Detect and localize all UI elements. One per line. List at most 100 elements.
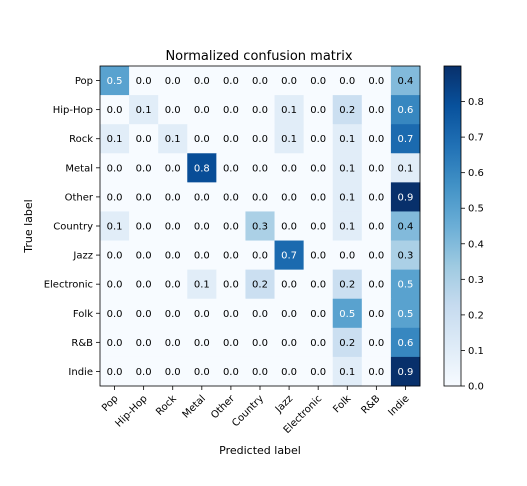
matrix-cell bbox=[390, 356, 421, 387]
cell-value-label: 0.0 bbox=[194, 221, 210, 232]
matrix-cell bbox=[274, 240, 305, 271]
cell-value-label: 0.0 bbox=[310, 251, 326, 262]
matrix-cell bbox=[332, 298, 363, 329]
matrix-cell bbox=[361, 124, 392, 154]
matrix-cell bbox=[274, 124, 305, 154]
cell-value-label: 0.1 bbox=[339, 367, 355, 378]
cell-value-label: 0.0 bbox=[368, 309, 384, 320]
matrix-cell bbox=[332, 66, 363, 96]
matrix-cell bbox=[100, 240, 130, 271]
matrix-cell bbox=[361, 269, 392, 300]
matrix-cell bbox=[187, 66, 217, 96]
cell-value-label: 0.0 bbox=[194, 309, 210, 320]
matrix-cell bbox=[332, 211, 363, 241]
y-tick-label: Electronic bbox=[44, 280, 93, 291]
cell-value-label: 0.0 bbox=[165, 163, 181, 174]
cell-value-label: 0.0 bbox=[339, 76, 355, 87]
cell-value-label: 0.0 bbox=[194, 105, 210, 116]
matrix-cell bbox=[274, 66, 305, 96]
matrix-cell bbox=[390, 153, 421, 183]
cell-value-label: 0.0 bbox=[165, 280, 181, 291]
cell-value-label: 0.0 bbox=[194, 76, 210, 87]
cell-value-label: 0.0 bbox=[281, 163, 297, 174]
cell-value-label: 0.2 bbox=[339, 338, 355, 349]
matrix-cell bbox=[274, 211, 305, 241]
cell-value-label: 0.0 bbox=[136, 134, 152, 145]
matrix-cell bbox=[303, 269, 334, 300]
matrix-cell bbox=[216, 269, 246, 300]
matrix-cell bbox=[245, 66, 275, 96]
matrix-cell bbox=[390, 269, 421, 300]
matrix-cell bbox=[361, 66, 392, 96]
cell-value-label: 0.0 bbox=[368, 192, 384, 203]
matrix-cell bbox=[303, 153, 334, 183]
cell-value-label: 0.1 bbox=[107, 134, 123, 145]
matrix-cell bbox=[129, 95, 159, 125]
matrix-cell bbox=[216, 240, 246, 271]
cell-value-label: 0.0 bbox=[252, 309, 268, 320]
cell-value-label: 0.0 bbox=[136, 309, 152, 320]
cell-value-label: 0.0 bbox=[252, 338, 268, 349]
cell-value-label: 0.0 bbox=[194, 251, 210, 262]
cell-value-label: 0.3 bbox=[397, 251, 413, 262]
matrix-cell bbox=[187, 95, 217, 125]
matrix-cell bbox=[216, 182, 246, 212]
cell-value-label: 0.0 bbox=[107, 105, 123, 116]
matrix-cell bbox=[361, 356, 392, 387]
matrix-cell bbox=[187, 269, 217, 300]
colorbar bbox=[443, 65, 462, 387]
matrix-cell bbox=[245, 124, 275, 154]
cell-value-label: 0.0 bbox=[310, 105, 326, 116]
cell-value-label: 0.1 bbox=[194, 280, 210, 291]
cell-value-label: 0.0 bbox=[281, 76, 297, 87]
cell-value-label: 0.1 bbox=[136, 105, 152, 116]
cell-value-label: 0.2 bbox=[339, 105, 355, 116]
y-tick-label: R&B bbox=[71, 338, 93, 349]
matrix-cell bbox=[216, 95, 246, 125]
matrix-cell bbox=[332, 182, 363, 212]
cell-value-label: 0.0 bbox=[252, 105, 268, 116]
cell-value-label: 0.0 bbox=[368, 221, 384, 232]
y-tick-label: Rock bbox=[69, 134, 93, 145]
matrix-cell bbox=[332, 95, 363, 125]
y-axis-ticks: Pop Hip-Hop Rock Metal Other Country Jazz Elect… bbox=[44, 76, 100, 378]
cell-value-label: 0.4 bbox=[397, 76, 413, 87]
cell-value-label: 0.0 bbox=[368, 105, 384, 116]
cell-value-label: 0.0 bbox=[223, 134, 239, 145]
matrix-cell bbox=[216, 356, 246, 387]
cell-value-label: 0.0 bbox=[223, 163, 239, 174]
cell-value-label: 0.0 bbox=[339, 251, 355, 262]
matrix-cell bbox=[129, 182, 159, 212]
matrix-cell bbox=[390, 327, 421, 358]
matrix-cell bbox=[129, 66, 159, 96]
cell-value-label: 0.0 bbox=[368, 163, 384, 174]
cell-value-label: 0.0 bbox=[310, 221, 326, 232]
cell-value-label: 0.1 bbox=[281, 105, 297, 116]
matrix-cell bbox=[332, 327, 363, 358]
matrix-cell bbox=[245, 356, 275, 387]
cell-value-label: 0.1 bbox=[107, 221, 123, 232]
matrix-cell bbox=[390, 95, 421, 125]
cell-value-label: 0.0 bbox=[281, 309, 297, 320]
matrix-cell bbox=[129, 240, 159, 271]
cell-value-label: 0.7 bbox=[281, 251, 297, 262]
matrix-cell bbox=[129, 298, 159, 329]
cell-value-label: 0.2 bbox=[339, 280, 355, 291]
y-tick-label: Country bbox=[53, 221, 93, 232]
matrix-cells bbox=[100, 66, 421, 387]
y-tick-label: Metal bbox=[65, 163, 93, 174]
matrix-cell bbox=[187, 356, 217, 387]
cell-value-label: 0.0 bbox=[281, 338, 297, 349]
cell-value-label: 0.0 bbox=[252, 76, 268, 87]
cell-value-label: 0.0 bbox=[194, 338, 210, 349]
cell-value-label: 0.0 bbox=[368, 76, 384, 87]
y-axis-label: True label bbox=[22, 199, 35, 253]
matrix-cell bbox=[390, 182, 421, 212]
matrix-cell bbox=[303, 356, 334, 387]
cell-value-label: 0.0 bbox=[223, 309, 239, 320]
cell-value-label: 0.0 bbox=[310, 367, 326, 378]
matrix-cell bbox=[187, 298, 217, 329]
matrix-cell bbox=[100, 298, 130, 329]
cell-value-label: 0.0 bbox=[368, 251, 384, 262]
cell-value-label: 0.0 bbox=[107, 192, 123, 203]
